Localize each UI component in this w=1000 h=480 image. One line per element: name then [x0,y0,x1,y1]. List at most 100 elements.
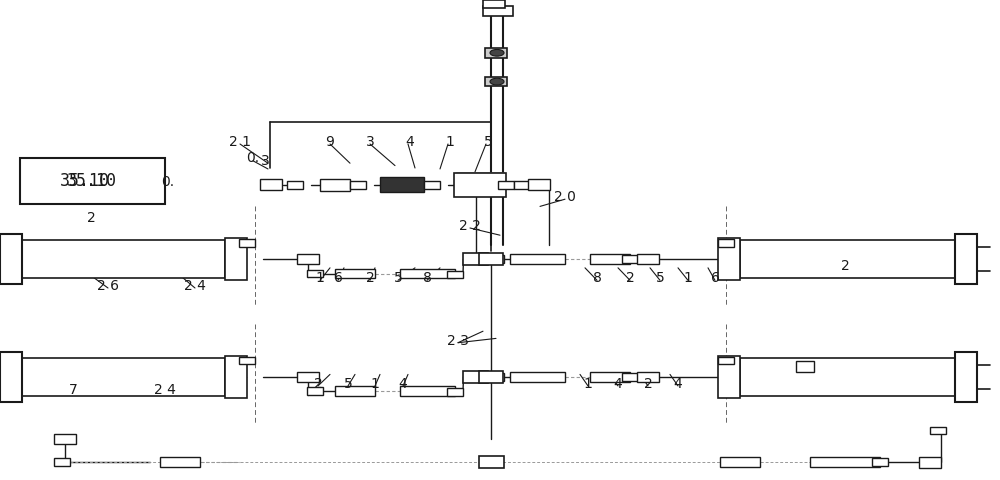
Bar [740,240,955,278]
Text: 2 0: 2 0 [554,190,576,204]
Bar [718,357,734,364]
Text: 5: 5 [656,271,664,286]
Text: 2: 2 [314,377,322,391]
Text: 35.10: 35.10 [60,172,110,190]
Bar [297,254,319,264]
Bar [380,177,424,192]
Text: 2 6: 2 6 [97,278,119,293]
Bar [424,181,440,189]
Bar [400,269,455,278]
Bar [514,181,530,189]
Bar [498,181,514,189]
Bar [260,179,282,190]
Bar [740,358,955,396]
Text: 2 2: 2 2 [459,218,481,233]
Bar [307,270,323,277]
Bar [872,458,888,466]
Text: 0.: 0. [161,175,175,190]
Bar [160,457,200,467]
Bar [447,271,463,278]
Bar [637,372,659,382]
Bar [930,427,946,434]
Circle shape [490,49,504,56]
Text: 3: 3 [366,134,374,149]
Text: 35.10: 35.10 [67,172,117,191]
Bar [54,458,70,466]
Circle shape [490,78,504,85]
Text: 2: 2 [626,271,634,286]
Bar [483,0,505,8]
Text: 2: 2 [644,377,652,391]
Text: 2: 2 [87,211,95,226]
Bar [350,181,366,189]
Bar [955,352,977,402]
Bar [225,238,247,280]
Bar [488,373,504,381]
Bar [483,6,513,16]
Text: 4: 4 [406,134,414,149]
Bar [637,254,659,264]
Bar [955,234,977,284]
Text: 1: 1 [584,377,592,391]
Bar [54,434,76,444]
Text: 1: 1 [316,271,324,286]
Bar [622,373,638,381]
Bar [20,158,165,204]
Text: 0.: 0. [246,151,260,166]
Bar [20,358,225,396]
Bar [485,77,507,86]
Text: 2 1: 2 1 [229,134,251,149]
Bar [0,234,22,284]
Bar [20,240,225,278]
Text: 5: 5 [394,271,402,286]
Text: 6: 6 [334,271,342,286]
Text: 2 3: 2 3 [447,334,469,348]
Bar [919,457,941,468]
Bar [590,372,630,382]
Bar [718,239,734,247]
Text: 4: 4 [674,377,682,391]
Bar [488,255,504,263]
Text: 9: 9 [326,134,334,149]
Bar [718,356,740,398]
Text: 4: 4 [614,377,622,391]
Bar [479,253,503,265]
Text: 1: 1 [684,271,692,286]
Text: 2: 2 [841,259,849,274]
Text: 1: 1 [371,377,379,391]
Bar [796,361,814,372]
Bar [720,457,760,467]
Bar [225,356,247,398]
Bar [335,269,375,278]
Text: 8: 8 [593,271,601,286]
Text: 7: 7 [69,383,77,397]
Bar [239,239,255,247]
Bar [718,238,740,280]
Bar [590,254,630,264]
Text: 2: 2 [366,271,374,286]
Text: 6: 6 [711,271,719,286]
Bar [400,386,455,396]
Bar [239,357,255,364]
Bar [810,457,880,467]
Text: 2 4: 2 4 [184,278,206,293]
Bar [622,255,638,263]
Bar [510,254,565,264]
Text: 2 4: 2 4 [154,383,176,397]
Text: 8: 8 [423,271,431,286]
Bar [447,388,463,396]
Text: 5: 5 [344,377,352,391]
Bar [463,253,488,265]
Text: 4: 4 [399,377,407,391]
Bar [0,352,22,402]
Text: 1: 1 [446,134,454,149]
Bar [320,179,350,191]
Bar [510,372,565,382]
Text: 3: 3 [261,154,269,168]
Bar [528,179,550,190]
Bar [307,387,323,395]
Bar [454,173,506,197]
Bar [479,371,503,383]
Bar [297,372,319,382]
Bar [335,386,375,396]
